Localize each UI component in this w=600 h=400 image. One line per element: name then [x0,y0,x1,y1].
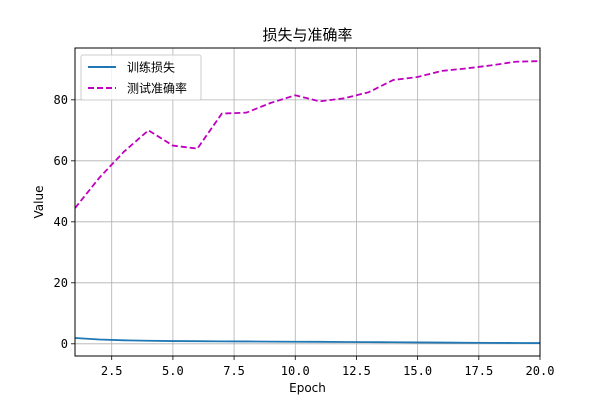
y-tick-label: 60 [54,154,68,168]
y-axis-label: Value [32,186,46,219]
x-tick-label: 17.5 [464,364,493,378]
y-axis-ticks: 0 20 40 60 80 [54,93,75,351]
x-axis-label: Epoch [289,381,326,395]
y-tick-label: 20 [54,276,68,290]
y-tick-label: 80 [54,93,68,107]
chart-title: 损失与准确率 [262,26,352,44]
training-loss-line [74,337,541,344]
x-tick-label: 12.5 [342,364,371,378]
x-tick-label: 10.0 [281,364,310,378]
x-tick-label: 15.0 [403,364,432,378]
legend: 训练损失 测试准确率 [80,54,202,101]
x-tick-label: 2.5 [101,364,123,378]
series-lines [74,60,541,344]
legend-label-test-accuracy: 测试准确率 [127,81,187,96]
test-accuracy-line [74,60,541,209]
x-tick-label: 20.0 [526,364,555,378]
y-tick-label: 0 [61,337,68,351]
y-tick-label: 40 [54,215,68,229]
x-axis-ticks: 2.5 5.0 7.5 10.0 12.5 15.0 17.5 20.0 [101,356,555,378]
legend-label-training-loss: 训练损失 [127,60,175,75]
x-tick-label: 5.0 [162,364,184,378]
x-tick-label: 7.5 [223,364,245,378]
plot-frame [74,47,541,357]
